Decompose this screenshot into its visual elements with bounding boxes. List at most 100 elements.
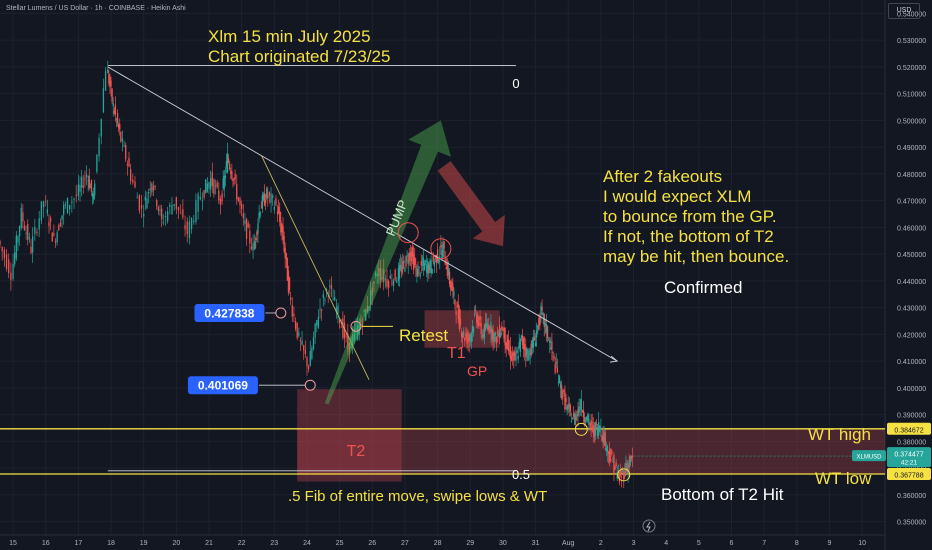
candle-body [303,345,305,351]
x-tick-label: 24 [303,540,311,547]
candle-body [45,201,47,203]
x-tick-label: 31 [532,540,540,547]
candle-body [42,201,45,208]
candle-body [335,307,338,313]
candle-body [282,225,284,240]
x-tick-label: 10 [858,540,866,547]
candle-body [110,80,112,87]
candle-body [121,138,124,142]
candle-body [160,208,163,220]
candle-body [516,350,518,354]
candle-body [46,209,49,214]
candle-body [51,232,53,242]
y-tick-label: 0.360000 [897,493,926,500]
candle-body [289,297,292,300]
title-line2: Chart originated 7/23/25 [208,47,390,66]
candle-body [239,198,241,206]
candle-body [275,198,277,205]
candle-body [564,391,566,410]
candle-body [98,137,100,157]
candle-body [18,226,21,236]
candle-body [58,225,60,231]
candle-body [140,205,143,209]
x-tick-label: 15 [9,540,17,547]
candle-body [126,164,129,166]
bottom-hit-label: Bottom of T2 Hit [661,485,784,504]
fib-note-label: .5 Fib of entire move, swipe lows & WT [288,488,547,505]
candle-body [569,405,572,412]
candle-body [100,119,102,137]
candle-body [419,273,421,277]
candle-body [87,180,89,182]
highlight-circle [430,238,452,260]
candle-body [401,267,403,273]
candle-body [566,406,568,411]
candle-body [614,466,616,470]
candle-body [54,240,57,243]
x-tick-label: 2 [599,540,603,547]
candle-body [236,184,238,200]
candle-body [223,175,225,189]
y-tick-label: 0.460000 [897,225,926,232]
highlight-circle [574,422,588,436]
t1-label: T1 [447,345,466,362]
candle-body [417,268,419,277]
candle-body [321,309,323,312]
candle-body [365,309,367,321]
y-tick-label: 0.450000 [897,252,926,259]
candle-body [592,424,594,434]
candle-body [219,198,222,205]
y-tick-label: 0.530000 [897,38,926,45]
down-arrow [437,161,505,247]
x-tick-label: 5 [697,540,701,547]
candle-body [197,194,199,212]
candle-body [209,178,212,190]
candle-body [162,222,164,224]
candle-body [424,260,427,263]
candle-body [226,153,229,173]
candle-body [352,334,354,347]
y-tick-label: 0.390000 [897,413,926,420]
countdown-label: 42:21 [901,460,918,467]
candle-body [169,204,171,207]
candle-body [502,329,504,331]
candle-body [451,281,453,291]
candle-body [260,207,262,209]
symbol-header[interactable]: Stellar Lumens / US Dollar · 1h · COINBA… [6,5,186,12]
candle-body [342,318,344,338]
candle-body [1,247,3,252]
candle-body [469,337,471,340]
lightning-icon [642,519,656,533]
candle-body [622,469,624,472]
candle-body [612,461,614,463]
candle-body [584,422,587,424]
candle-body [373,281,375,284]
x-tick-label: 23 [270,540,278,547]
candle-body [151,183,153,193]
candle-body [509,346,512,360]
candle-body [463,331,465,336]
candle-body [241,204,243,209]
candle-body [175,197,177,209]
candle-body [381,277,383,280]
candle-body [115,119,118,121]
candle-body [613,454,615,474]
fib-zero-label: 0 [512,76,519,91]
candle-body [184,225,186,230]
candle-body [91,193,94,197]
candle-body [591,422,593,424]
candle-body [480,322,482,335]
trendline-arrowhead [610,355,619,363]
candle-body [553,356,555,358]
candle-body [301,340,303,345]
currency-selector[interactable]: USD [888,3,920,19]
candle-body [218,190,220,201]
candle-body [14,252,16,265]
candle-body [136,197,138,199]
current-price-badge-bg [887,447,931,468]
candle-body [242,213,244,218]
candle-body [159,209,161,211]
candle-body [461,333,464,339]
candle-body [457,304,459,320]
